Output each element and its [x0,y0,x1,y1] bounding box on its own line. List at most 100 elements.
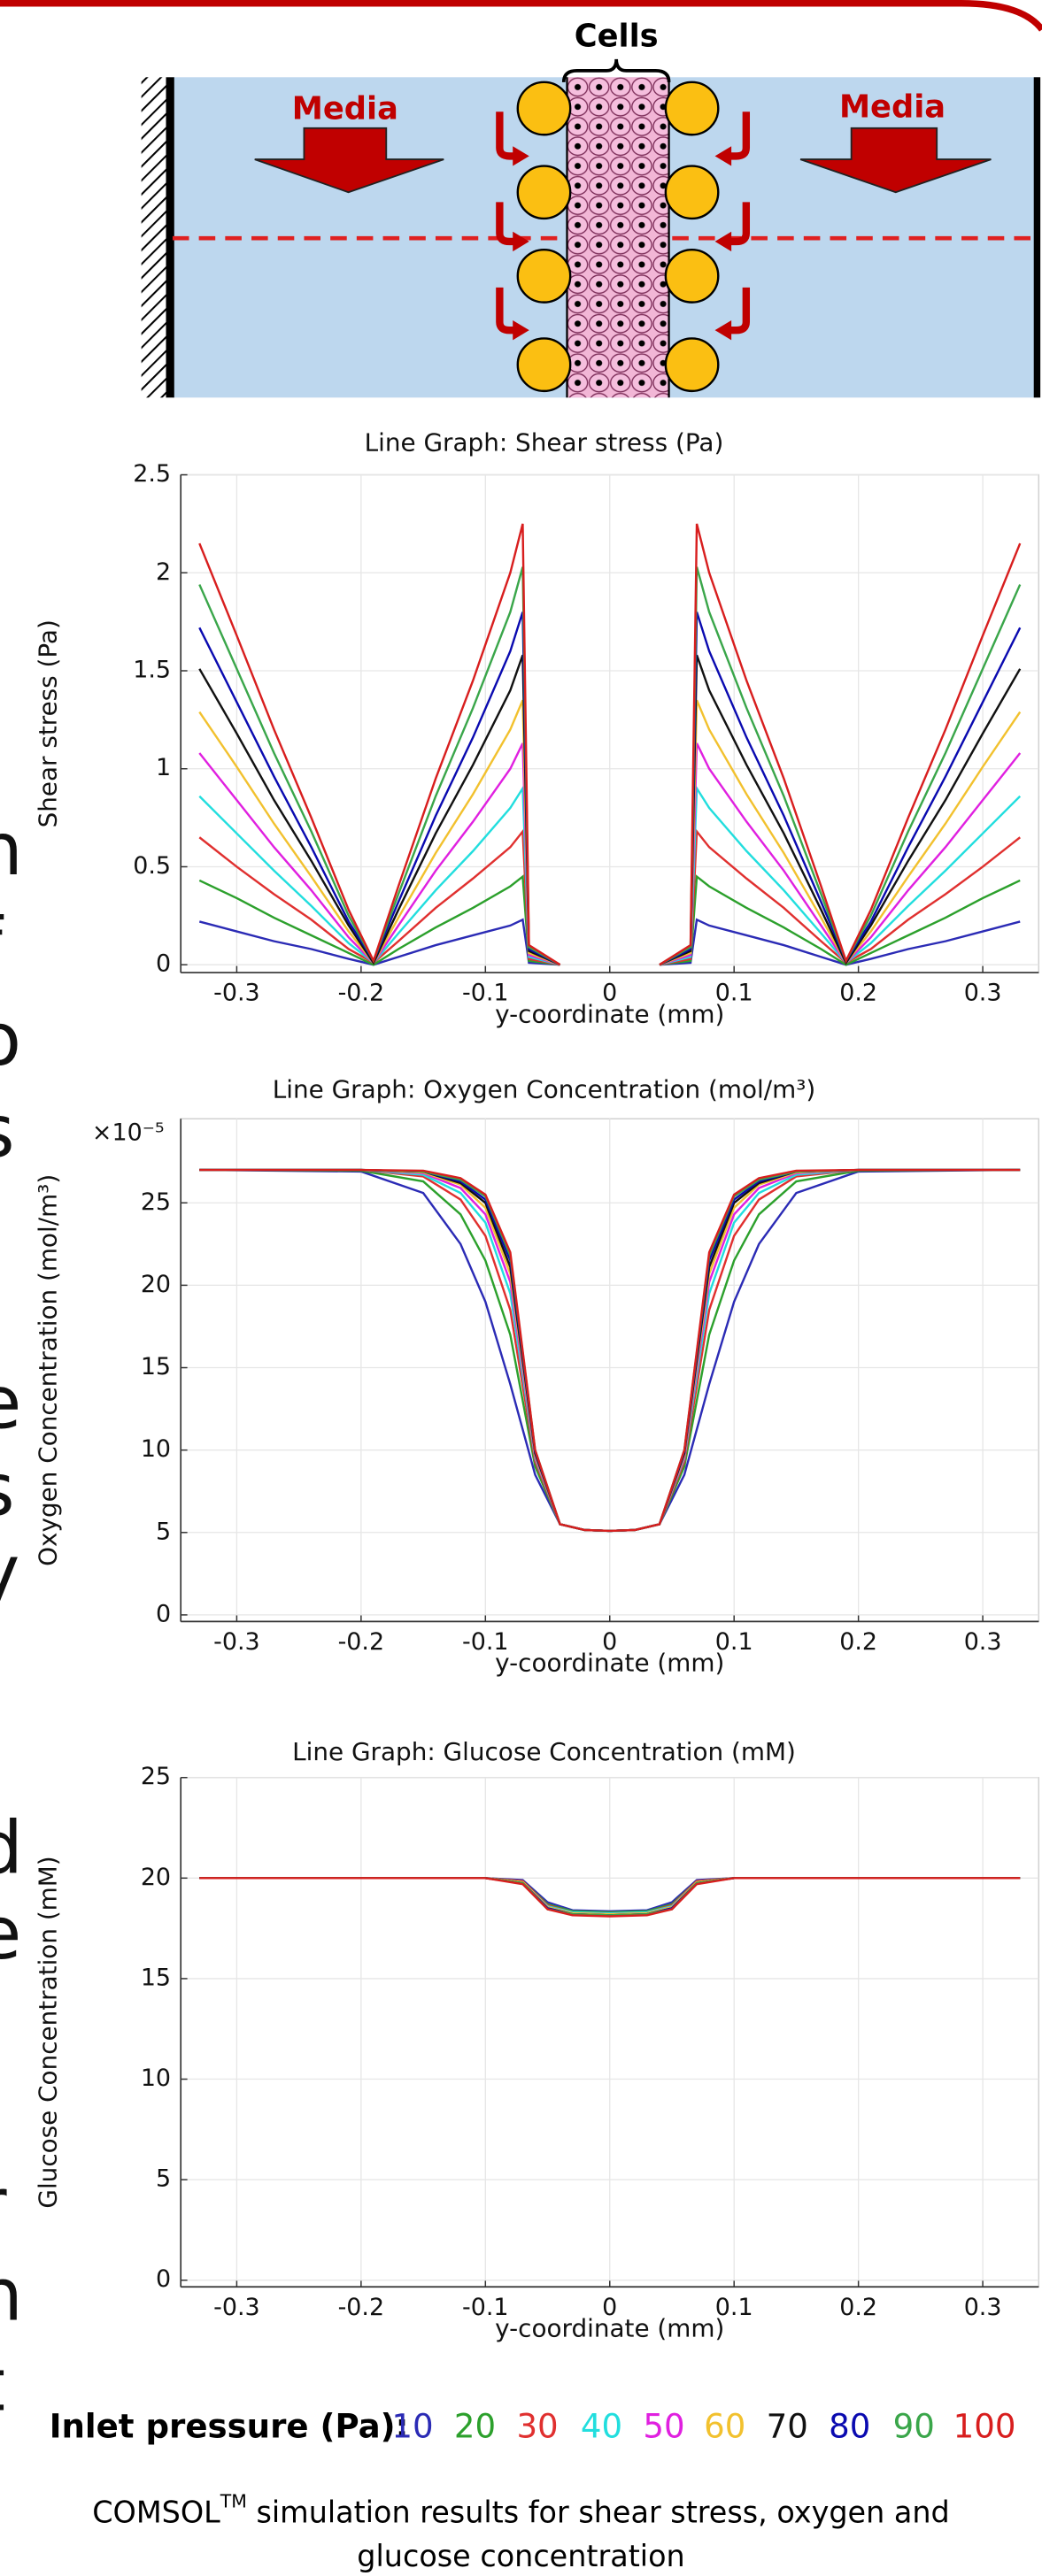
x-axis-label: y-coordinate (mm) [495,1649,724,1678]
flow-arrowheads [513,146,732,341]
diagram: Cells Media Media [141,19,1041,398]
y-tick-label: 1 [156,754,171,781]
flow-arrows [496,111,751,334]
y-tick-label: 5 [156,2165,171,2193]
side-fragment: f [0,904,4,988]
legend-entry: 10 [391,2407,433,2445]
side-fragment: d [0,1807,23,1891]
series-line [198,784,1022,966]
caption: glucose concentration [357,2539,684,2573]
media-arrow [254,127,444,194]
caption-text: COMSOL [92,2495,220,2529]
cell-layer [567,77,669,398]
y-tick-label: 15 [141,1353,171,1380]
x-tick-label: 0.1 [715,2294,753,2321]
side-fragment: s [0,1449,15,1533]
media-label: Media [839,89,946,126]
legend: Inlet pressure (Pa):10 20 30 40 50 60 70 80 90 10… [50,2407,1016,2445]
line-chart: -0.3 -0.2 -0.1 0 0.1 0.2 0.3 0 5 10 15 20 25 Line Gra… [34,1075,1040,1678]
y-tick-label: 2.5 [133,460,171,488]
x-tick-label: -0.1 [462,1628,509,1656]
beads [516,81,720,393]
media-arrow [799,127,992,194]
y-axis-label: Shear stress (Pa) [34,619,63,827]
x-tick-label: 0.1 [715,1628,753,1656]
brace [561,58,671,82]
legend-entry: 70 [767,2407,808,2445]
y-tick-label: 10 [141,2065,171,2092]
x-tick-label: 0.2 [839,2294,877,2321]
y-tick-label: 5 [156,1518,171,1545]
wall [141,77,168,398]
series-line [199,1168,1021,1533]
side-fragment: r [0,2163,7,2247]
legend-entry: 50 [643,2407,684,2445]
series-line [198,918,1021,966]
x-axis-label: y-coordinate (mm) [495,999,724,1028]
y-tick-label: 20 [141,1271,171,1298]
x-axis-label: y-coordinate (mm) [495,2313,724,2342]
x-tick-label: 0.3 [964,2294,1002,2321]
chart-title: Line Graph: Shear stress (Pa) [365,427,724,457]
media-label: Media [292,90,398,127]
caption-sup: TM [220,2490,247,2511]
chart-title: Line Graph: Glucose Concentration (mM) [292,1737,796,1766]
y-tick-label: 15 [141,1964,171,1991]
y-tick-label: 0 [156,1600,171,1627]
line-chart: -0.3 -0.2 -0.1 0 0.1 0.2 0.3 0 0.5 1 1.5 2 2.5 Line G… [34,427,1040,1028]
border [0,0,1042,32]
legend-entry: 100 [953,2407,1016,2445]
side-fragment: n [0,2254,23,2338]
series-line [198,523,1022,966]
y-tick-label: 0 [156,950,171,978]
charts: -0.3 -0.2 -0.1 0 0.1 0.2 0.3 0 0.5 1 1.5 2 2.5 Line G… [34,427,1040,2343]
x-tick-label: 0.1 [715,980,753,1007]
y-tick-label: 25 [141,1763,171,1790]
y-tick-label: 2 [156,558,171,586]
x-tick-label: -0.3 [213,1628,260,1656]
x-tick-label: -0.3 [213,980,260,1007]
side-fragment: - [0,2072,3,2157]
x-tick-label: -0.3 [213,2294,260,2321]
x-tick-label: -0.2 [338,980,385,1007]
x-tick-label: -0.1 [462,2294,509,2321]
caption-text: simulation results for shear stress, oxy… [247,2495,950,2529]
side-text: nfosl.esyde-rnt [0,808,23,2428]
line-chart: -0.3 -0.2 -0.1 0 0.1 0.2 0.3 0 5 10 15 20 25 Line Gra… [34,1737,1040,2343]
x-tick-label: -0.2 [338,1628,385,1656]
side-fragment: o [0,998,21,1082]
legend-entry: 20 [454,2407,496,2445]
x-tick-label: 0.2 [839,980,877,1007]
y-tick-label: 0 [156,2265,171,2293]
legend-entry: 40 [581,2407,622,2445]
caption: COMSOLTM simulation results for shear st… [92,2490,950,2528]
side-fragment: s [0,1090,15,1174]
side-fragment: e [0,1892,21,1976]
side-fragment: e [0,1361,21,1445]
side-fragment: t [0,2344,5,2428]
x-tick-label: 0.2 [839,1628,877,1656]
y-tick-label: 20 [141,1864,171,1891]
legend-entry: 30 [516,2407,558,2445]
y-tick-label: 10 [141,1435,171,1463]
y-tick-label: 1.5 [133,657,171,684]
legend-entry: 90 [893,2407,935,2445]
cells-label: Cells [575,19,659,55]
series-line [198,874,1021,966]
y-tick-label: 25 [141,1188,171,1216]
y-axis-label: Glucose Concentration (mM) [34,1856,63,2208]
side-fragment: y [0,1531,19,1615]
side-fragment: n [0,808,23,892]
series-line [199,1877,1021,1918]
wall-edge [166,77,174,398]
legend-title: Inlet pressure (Pa): [50,2407,409,2445]
y-axis-label: Oxygen Concentration (mol/m³) [34,1174,63,1566]
y-tick-label: 0.5 [133,852,171,880]
series-line [198,828,1021,966]
chart-title: Line Graph: Oxygen Concentration (mol/m³… [273,1075,815,1104]
legend-entry: 60 [704,2407,745,2445]
x-tick-label: 0.3 [964,980,1002,1007]
x-tick-label: 0 [602,2294,617,2321]
